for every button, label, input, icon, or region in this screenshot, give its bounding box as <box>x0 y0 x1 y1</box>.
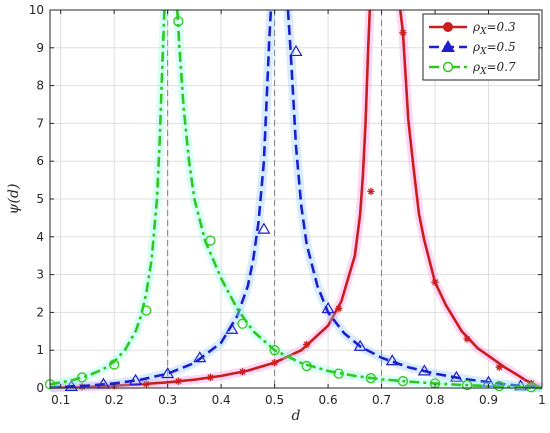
series-0-marker-9 <box>367 187 375 196</box>
series-2-marker-1 <box>76 372 88 383</box>
x-tick-label-8: 0.9 <box>479 393 498 407</box>
y-tick-label-1: 1 <box>36 343 44 357</box>
y-tick-label-8: 8 <box>36 79 44 93</box>
series-rho-0-5 <box>49 9 543 393</box>
series-1-marker-2 <box>129 373 143 385</box>
series-0-marker-7 <box>303 340 311 349</box>
series-1-marker-6 <box>257 222 271 234</box>
series-2-marker-10 <box>365 373 377 384</box>
series-1-marker-10 <box>385 354 399 366</box>
x-tick-label-7: 0.8 <box>425 393 444 407</box>
x-tick-label-5: 0.6 <box>319 393 338 407</box>
x-tick-label-0: 0.1 <box>51 393 70 407</box>
y-tick-label-6: 6 <box>36 154 44 168</box>
series-2-marker-13 <box>461 379 473 391</box>
x-tick-label-6: 0.7 <box>372 393 391 407</box>
y-tick-label-3: 3 <box>36 268 44 282</box>
series-0-marker-5 <box>238 368 247 376</box>
series-line-2 <box>49 9 543 390</box>
series-1-marker-14 <box>514 379 528 391</box>
series-0-marker-2 <box>142 380 150 388</box>
legend-box <box>422 13 540 81</box>
x-tick-label-9: 1 <box>538 393 546 407</box>
legend-label-2: ρX=0.7 <box>472 60 516 77</box>
series-1-marker-12 <box>449 370 463 382</box>
series-1-marker-7 <box>289 44 303 57</box>
legend-marker-2 <box>442 61 454 73</box>
series-0-marker-11 <box>431 278 439 286</box>
series-2-marker-7 <box>269 345 280 356</box>
series-1-marker-11 <box>417 364 431 376</box>
series-0-marker-6 <box>271 359 279 367</box>
legend-label-1: ρX=0.5 <box>472 40 516 57</box>
y-axis-title: ψ(d) <box>6 184 22 215</box>
x-tick-label-4: 0.5 <box>265 393 284 407</box>
series-2-marker-9 <box>333 368 344 379</box>
y-tick-label-7: 7 <box>36 116 44 130</box>
series-0-marker-12 <box>463 335 471 343</box>
series-0-marker-13 <box>495 363 503 371</box>
series-2-marker-2 <box>109 359 120 370</box>
series-0-marker-4 <box>206 373 215 382</box>
reference-dashed-lines <box>167 10 383 388</box>
x-axis-title: d <box>292 408 301 424</box>
legend-label-0: ρX=0.3 <box>472 20 516 37</box>
legend: ρX=0.3 ρX=0.5 ρX=0.7 <box>422 13 540 81</box>
series-1-marker-5 <box>225 322 239 334</box>
series-2-marker-6 <box>237 318 248 329</box>
series-layer <box>44 9 544 393</box>
legend-item-0: ρX=0.3 <box>429 20 516 37</box>
y-tick-label-4: 4 <box>36 230 44 244</box>
series-1-marker-0 <box>64 379 78 391</box>
series-1-marker-4 <box>193 351 207 363</box>
y-tick-label-5: 5 <box>36 192 44 206</box>
series-1-marker-8 <box>321 301 335 314</box>
series-rho-0-7 <box>44 9 543 393</box>
legend-marker-1 <box>441 39 455 52</box>
x-tick-label-3: 0.4 <box>212 393 231 407</box>
series-2-marker-11 <box>397 376 409 387</box>
x-tick-label-2: 0.3 <box>158 393 177 407</box>
y-tick-label-9: 9 <box>36 41 44 55</box>
series-1-marker-9 <box>353 339 367 351</box>
series-0-marker-10 <box>399 29 407 37</box>
y-tick-label-0: 0 <box>36 381 44 395</box>
series-2-marker-14 <box>494 380 505 392</box>
series-2-marker-8 <box>301 360 312 372</box>
series-2-marker-15 <box>526 382 537 393</box>
y-tick-label-10: 10 <box>29 3 44 17</box>
series-2-marker-4 <box>173 16 184 27</box>
series-0-marker-8 <box>335 305 343 313</box>
series-line-1 <box>49 9 543 390</box>
series-2-marker-5 <box>205 235 216 246</box>
legend-item-2: ρX=0.7 <box>429 60 516 77</box>
legend-item-1: ρX=0.5 <box>429 39 516 57</box>
series-0-marker-3 <box>174 377 182 385</box>
series-1-marker-3 <box>161 366 175 379</box>
series-2-marker-3 <box>141 305 152 316</box>
legend-marker-0 <box>443 22 453 32</box>
y-tick-label-2: 2 <box>36 305 44 319</box>
x-tick-label-1: 0.2 <box>105 393 124 407</box>
